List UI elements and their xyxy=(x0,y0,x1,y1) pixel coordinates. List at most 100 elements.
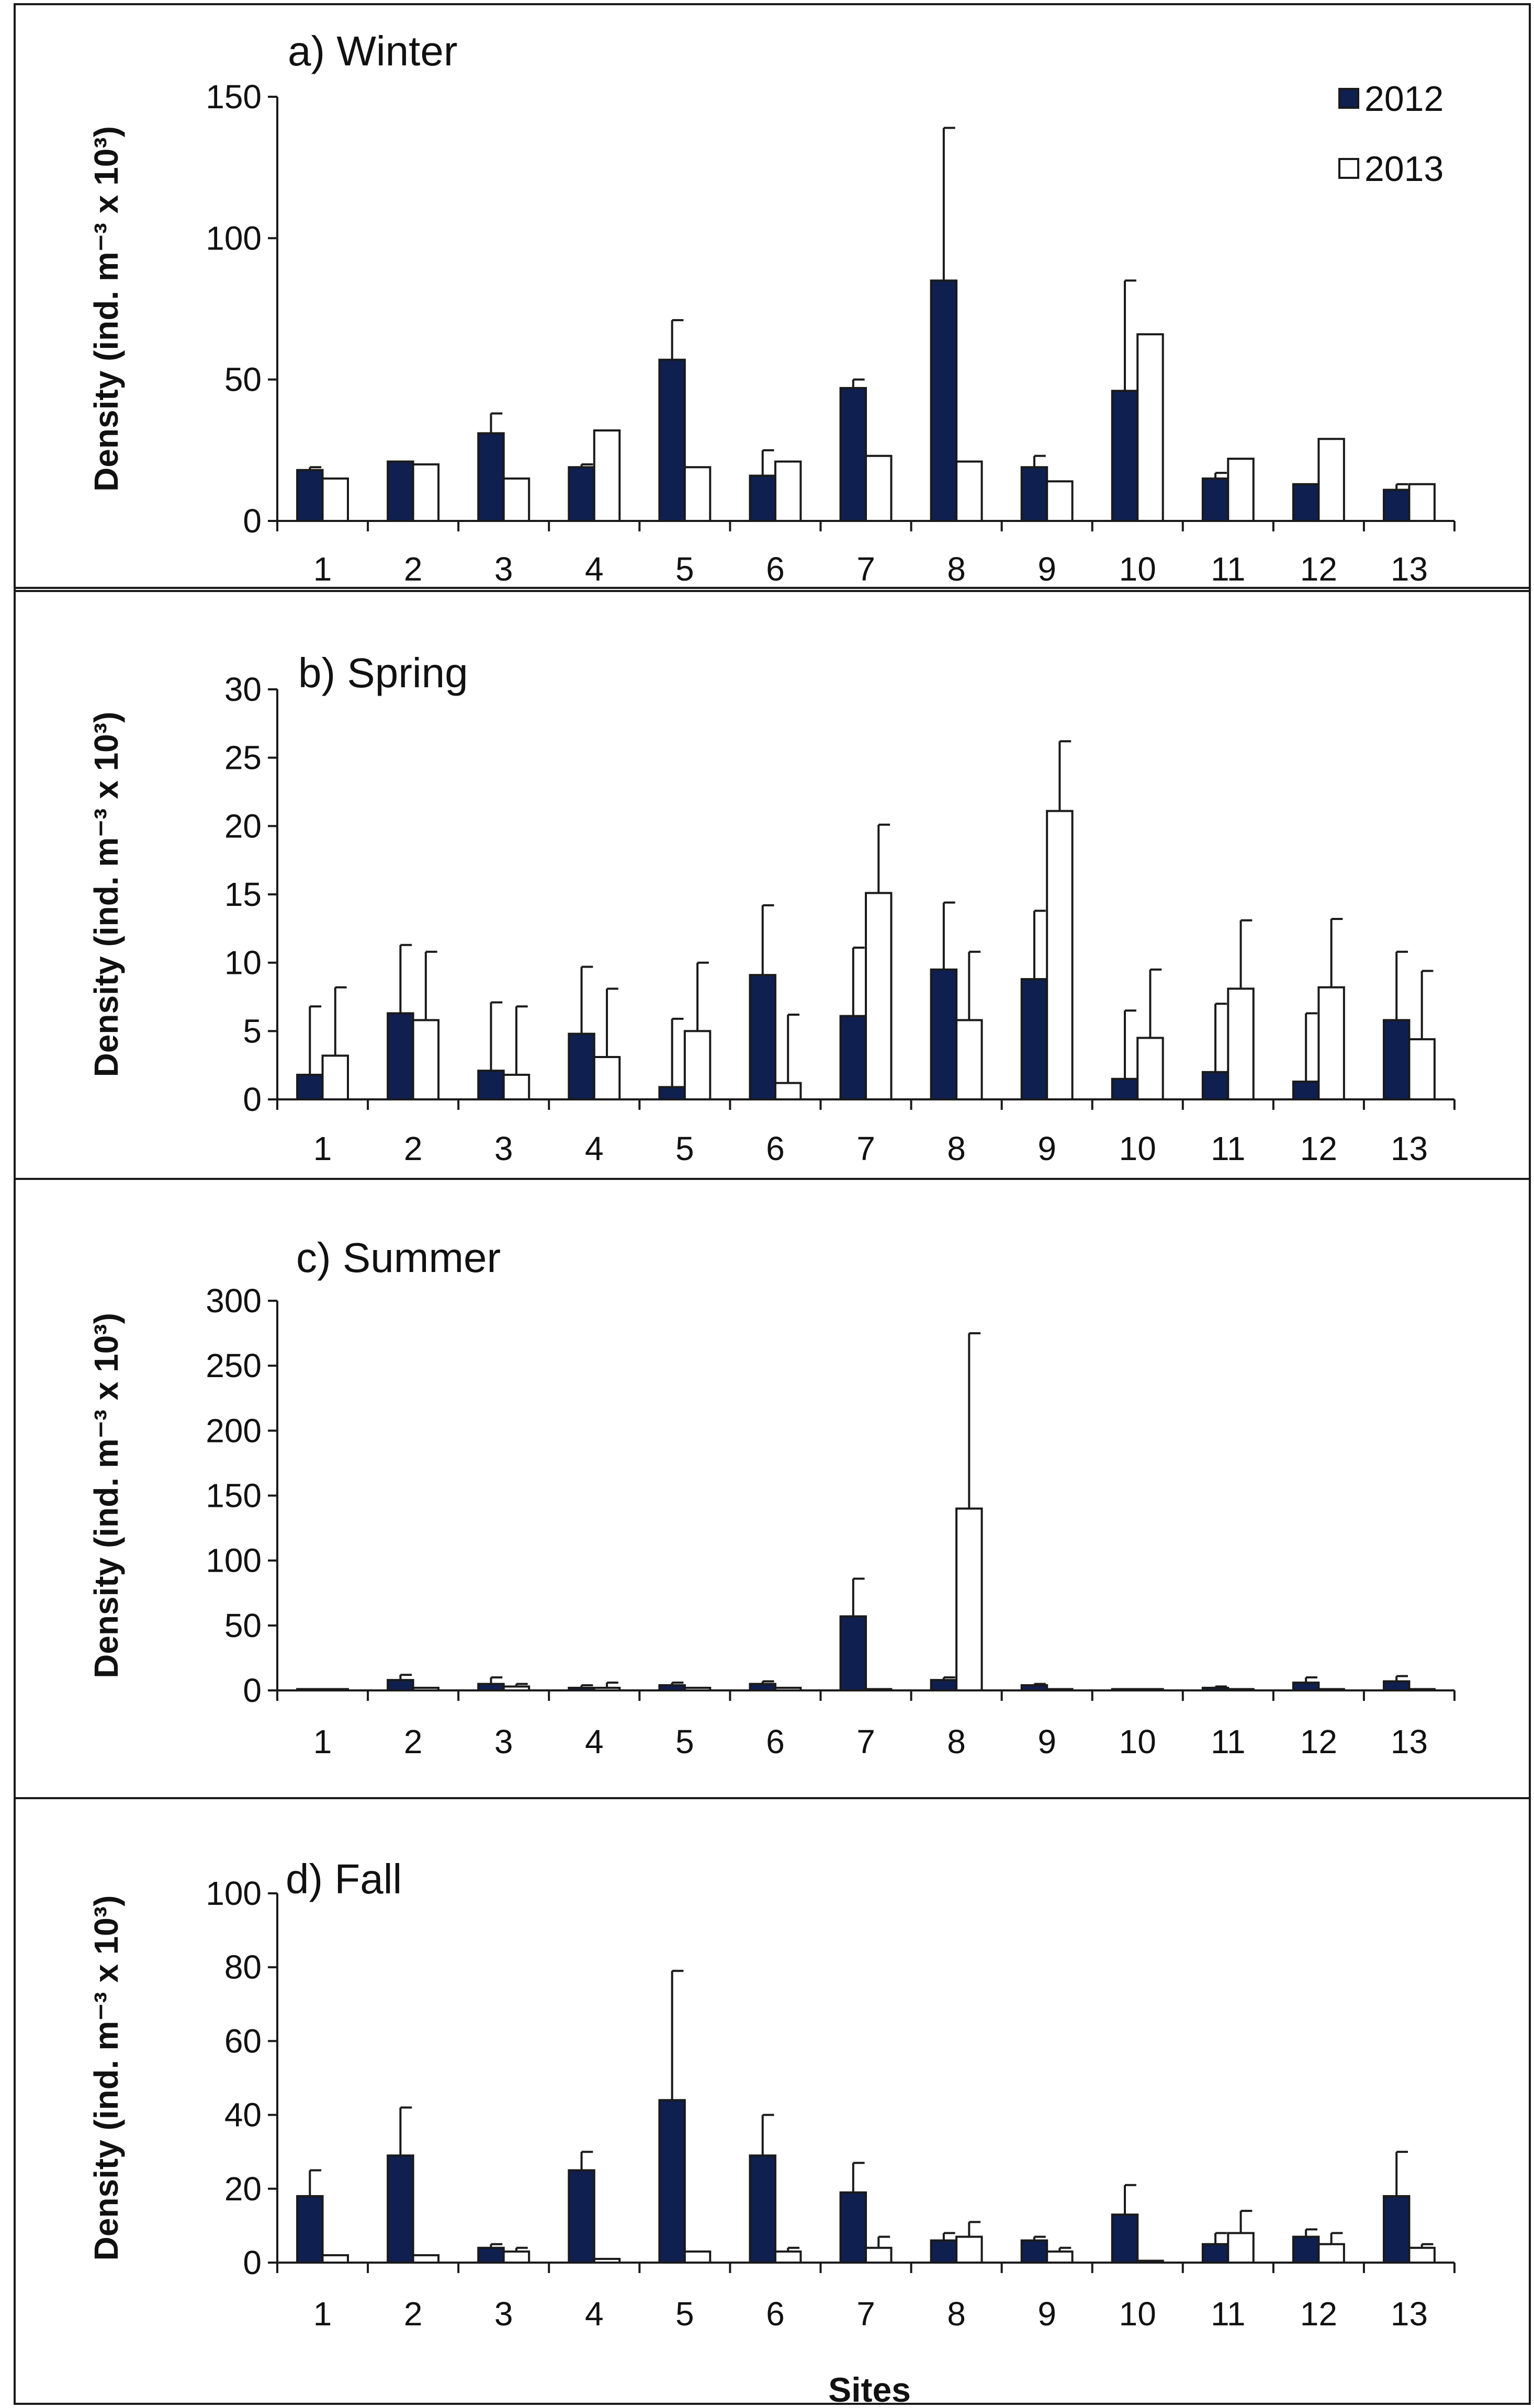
x-tick-label: 1 xyxy=(313,550,332,588)
x-tick-label: 2 xyxy=(404,1723,423,1760)
x-tick-label: 10 xyxy=(1119,2295,1156,2333)
y-axis-label: Density (ind. m⁻³ x 10³) xyxy=(87,1313,125,1678)
bar-2013-site-8 xyxy=(955,2235,983,2264)
bar-2012-site-12 xyxy=(1292,483,1320,522)
bar-2013-site-2 xyxy=(412,1019,440,1100)
x-tick-label: 2 xyxy=(404,550,423,588)
bar-2013-site-5 xyxy=(683,466,712,522)
x-axis-label: Sites xyxy=(828,2370,911,2408)
x-tick-label: 13 xyxy=(1391,1723,1428,1760)
bar-2013-site-3 xyxy=(502,2250,531,2264)
bar-2012-site-5 xyxy=(658,358,686,522)
y-axis-label: Density (ind. m⁻³ x 10³) xyxy=(87,1895,125,2261)
bar-2012-site-12 xyxy=(1292,1081,1320,1100)
bar-2013-site-12 xyxy=(1317,2243,1345,2264)
bar-2013-site-5 xyxy=(683,2250,712,2264)
bar-2013-site-10 xyxy=(1136,333,1164,522)
bar-2012-site-10 xyxy=(1111,2213,1139,2264)
x-tick-label: 2 xyxy=(404,1130,423,1167)
x-tick-label: 5 xyxy=(675,550,694,588)
bar-2012-site-2 xyxy=(387,2154,414,2264)
bar-2013-site-4 xyxy=(593,1687,621,1692)
legend-swatch-2012 xyxy=(1338,88,1359,109)
bar-2013-site-7 xyxy=(865,892,893,1101)
x-tick-label: 7 xyxy=(856,2295,875,2333)
x-tick-label: 9 xyxy=(1037,2295,1056,2333)
bar-2013-site-2 xyxy=(412,463,440,522)
bar-2012-site-7 xyxy=(839,1615,867,1691)
bar-2012-site-13 xyxy=(1383,1019,1411,1100)
y-tick-label: 150 xyxy=(206,1477,262,1515)
bar-2012-site-4 xyxy=(568,1687,595,1692)
bar-2012-site-13 xyxy=(1383,489,1411,523)
x-tick-label: 8 xyxy=(947,550,966,588)
x-tick-label: 1 xyxy=(313,1130,332,1167)
y-tick-label: 10 xyxy=(224,944,262,982)
bar-2013-site-8 xyxy=(955,1507,983,1691)
bar-2012-site-13 xyxy=(1383,1680,1411,1692)
bar-2012-site-8 xyxy=(930,968,958,1100)
bar-2012-site-11 xyxy=(1201,2243,1230,2264)
legend: 2012 2013 xyxy=(1338,79,1443,189)
bar-2012-site-1 xyxy=(296,469,324,522)
x-tick-label: 11 xyxy=(1211,2295,1245,2333)
bar-2013-site-3 xyxy=(502,1685,531,1692)
x-tick-label: 3 xyxy=(494,550,513,588)
x-tick-label: 10 xyxy=(1119,1130,1156,1167)
bar-2013-site-6 xyxy=(774,1082,802,1100)
x-tick-label: 4 xyxy=(585,1723,604,1760)
bar-2013-site-12 xyxy=(1317,986,1345,1100)
y-tick-label: 100 xyxy=(206,219,262,257)
bar-2012-site-3 xyxy=(477,432,505,522)
y-tick-label: 300 xyxy=(206,1282,262,1320)
x-tick-label: 3 xyxy=(494,2295,513,2333)
bar-2013-site-1 xyxy=(321,1054,349,1100)
bar-2012-site-11 xyxy=(1201,1687,1230,1692)
x-tick-label: 9 xyxy=(1037,550,1056,588)
bar-2012-site-9 xyxy=(1020,1684,1048,1691)
bar-2012-site-3 xyxy=(477,2246,505,2264)
x-tick-label: 11 xyxy=(1211,1723,1245,1760)
y-tick-label: 5 xyxy=(243,1012,262,1050)
bar-2012-site-10 xyxy=(1111,1688,1139,1691)
bar-2012-site-6 xyxy=(749,1683,776,1691)
bar-2013-site-7 xyxy=(865,2246,893,2264)
bar-2013-site-4 xyxy=(593,1055,621,1101)
bar-2013-site-9 xyxy=(1046,2250,1074,2264)
x-tick-label: 10 xyxy=(1119,1723,1156,1760)
bar-2012-site-8 xyxy=(930,1679,958,1691)
x-tick-label: 4 xyxy=(585,2295,604,2333)
bar-2013-site-6 xyxy=(774,1687,802,1692)
bar-2012-site-13 xyxy=(1383,2195,1411,2264)
bar-2013-site-7 xyxy=(865,455,893,522)
y-tick-label: 20 xyxy=(224,2170,262,2208)
bar-2013-site-5 xyxy=(683,1030,712,1101)
bar-2012-site-5 xyxy=(658,1086,686,1100)
legend-swatch-2013 xyxy=(1338,158,1359,179)
bar-2013-site-3 xyxy=(502,1073,531,1100)
bar-2013-site-7 xyxy=(865,1688,893,1691)
x-tick-label: 5 xyxy=(675,1723,694,1760)
bar-2013-site-3 xyxy=(502,477,531,523)
panel-frame-winter xyxy=(14,3,1531,592)
bar-2013-site-11 xyxy=(1227,458,1255,523)
x-tick-label: 12 xyxy=(1300,550,1337,588)
x-tick-label: 1 xyxy=(313,1723,332,1760)
y-tick-label: 30 xyxy=(224,671,262,708)
legend-label-2013: 2013 xyxy=(1364,149,1443,189)
x-tick-label: 5 xyxy=(675,1130,694,1167)
bar-2012-site-9 xyxy=(1020,978,1048,1100)
bar-2012-site-11 xyxy=(1201,477,1230,523)
y-tick-label: 50 xyxy=(224,361,262,399)
bar-2012-site-10 xyxy=(1111,1077,1139,1101)
chart-title: b) Spring xyxy=(298,650,468,696)
bar-2013-site-10 xyxy=(1136,2259,1164,2264)
x-tick-label: 9 xyxy=(1037,1130,1056,1167)
bar-2012-site-1 xyxy=(296,1073,324,1100)
bar-2013-site-13 xyxy=(1408,2246,1436,2264)
bar-2012-site-8 xyxy=(930,2239,958,2264)
x-tick-label: 10 xyxy=(1119,550,1156,588)
x-tick-label: 4 xyxy=(585,1130,604,1167)
